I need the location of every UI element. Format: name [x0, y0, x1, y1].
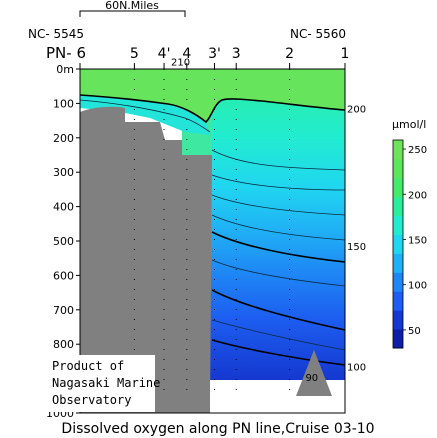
contour-label: 90: [305, 373, 318, 384]
colorbar: 250 200 150 100 50 μmol/l: [392, 118, 427, 349]
station-label: 2: [285, 46, 294, 62]
colorbar-tick-label: 50: [408, 326, 421, 337]
contour-label: 200: [347, 105, 366, 116]
station-label: 4': [158, 46, 171, 62]
colorbar-segment: [393, 158, 403, 179]
depth-tick-label: 300: [53, 166, 74, 179]
contour-label: 210: [171, 57, 190, 68]
colorbar-tick-label: 150: [408, 235, 427, 246]
credit-line-1: Product of: [52, 359, 124, 373]
station-label: 3': [208, 46, 221, 62]
depth-tick-label: 0m: [56, 63, 74, 76]
credit-line-3: Observatory: [52, 393, 131, 407]
depth-tick-label: 700: [53, 304, 74, 317]
deep-water-field: [210, 69, 345, 380]
seamount-peak: [296, 350, 332, 396]
depth-tick-label: 200: [53, 132, 74, 145]
colorbar-unit: μmol/l: [392, 118, 426, 131]
station-axis: PN- 6 5 4' 4 3' 3 2 1: [46, 44, 349, 69]
contour-plot-area: [80, 69, 345, 413]
colorbar-segment: [393, 291, 403, 311]
colorbar-tick-label: 100: [408, 281, 427, 292]
station-label: 4: [182, 46, 191, 62]
colorbar-segment: [393, 177, 403, 198]
surface-oxygen-layer: [80, 69, 345, 122]
depth-tick-label: 400: [53, 201, 74, 214]
sample-points: [80, 69, 345, 393]
colorbar-frame: [392, 139, 404, 349]
contour-label: 150: [347, 242, 366, 253]
subsurface-cyan-lens: [80, 95, 210, 135]
station-label: 3: [232, 46, 241, 62]
colorbar-tick-label: 200: [408, 190, 427, 201]
station-label: 1: [341, 46, 350, 62]
ship-label-right: NC- 5560: [290, 27, 346, 41]
colorbar-tick-label: 250: [408, 145, 427, 156]
scale-label: 60N.Miles: [105, 0, 159, 12]
colorbar-segment: [393, 310, 403, 330]
credit-box: Product of Nagasaki Marine Observatory: [47, 355, 160, 412]
credit-line-2: Nagasaki Marine: [52, 376, 160, 390]
colorbar-segment: [393, 272, 403, 292]
contour-lines: [80, 94, 345, 366]
depth-tick-label: 100: [53, 97, 74, 110]
colorbar-segment: [393, 140, 403, 160]
contour-labels: 200 150 100 210 90: [171, 57, 366, 383]
distance-scale: 60N.Miles: [79, 0, 186, 17]
colorbar-segment: [393, 253, 403, 273]
station-label: PN- 6: [46, 44, 86, 62]
ship-label-left: NC- 5545: [28, 27, 84, 41]
depth-tick-label: 800: [53, 338, 74, 351]
colorbar-segment: [393, 234, 403, 254]
contour-label: 100: [347, 363, 366, 374]
depth-tick-label: 500: [53, 235, 74, 248]
depth-tick-label: 600: [53, 269, 74, 282]
colorbar-segment: [393, 329, 403, 349]
colorbar-segment: [393, 196, 403, 217]
chart-title: Dissolved oxygen along PN line,Cruise 03…: [61, 421, 374, 437]
station-label: 5: [130, 46, 139, 62]
colorbar-segment: [393, 215, 403, 236]
continental-shelf-topography: [80, 106, 214, 413]
